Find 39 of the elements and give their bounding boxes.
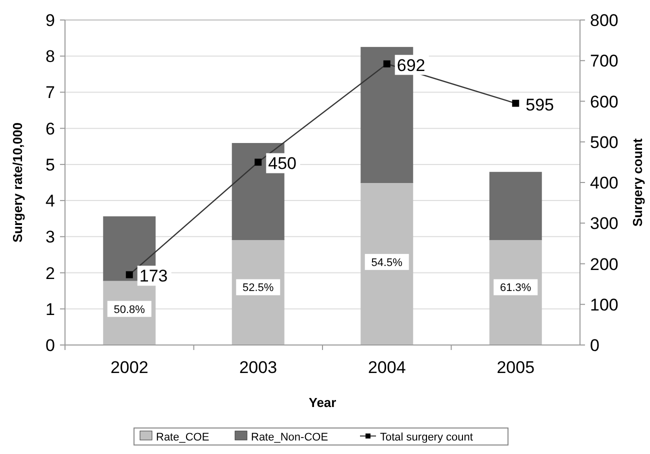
bar xyxy=(489,172,542,240)
y2-tick-label: 200 xyxy=(590,254,618,274)
y-tick-label: 1 xyxy=(46,300,55,319)
y-tick-label: 5 xyxy=(46,155,55,174)
x-tick-label: 2005 xyxy=(496,358,535,377)
y2-tick-label: 100 xyxy=(590,295,618,314)
data-label: 692 xyxy=(396,56,426,75)
y-tick-label: 8 xyxy=(46,47,55,66)
y2-tick-label: 400 xyxy=(590,174,618,192)
y2-tick-label: 600 xyxy=(590,92,618,112)
y-tick-label: 4 xyxy=(46,192,55,211)
annotation: 52.5% xyxy=(242,282,274,294)
y-tick-label: 2 xyxy=(46,264,55,283)
y2-tick-label: 500 xyxy=(590,132,618,152)
data-label: 173 xyxy=(139,266,168,286)
y2-tick-label: 800 xyxy=(590,11,618,30)
bar xyxy=(360,182,414,346)
y2-tick-label: 700 xyxy=(590,52,618,71)
y-tick-label: 6 xyxy=(46,119,55,138)
y2-tick-label: 300 xyxy=(590,214,618,234)
y-tick-label: 3 xyxy=(46,228,55,247)
y2-axis-title: Surgery count xyxy=(630,138,645,227)
data-label: 450 xyxy=(268,154,296,174)
annotation: 50.8% xyxy=(114,304,146,316)
legend-label: Rate_COE xyxy=(156,432,210,444)
annotation: 61.3% xyxy=(500,282,532,294)
y2-tick-label: 0 xyxy=(590,336,600,355)
y-tick-label: 9 xyxy=(46,11,55,30)
x-tick-label: 2004 xyxy=(368,358,406,377)
data-label: 595 xyxy=(526,95,554,114)
y-axis-title: Surgery rate/10,000 xyxy=(10,122,25,242)
x-tick-label: 2003 xyxy=(239,358,278,377)
x-axis-title: Year xyxy=(308,395,336,410)
y-tick-label: 0 xyxy=(46,336,55,355)
x-tick-label: 2002 xyxy=(110,358,148,377)
y-tick-label: 7 xyxy=(46,83,55,102)
annotation: 54.5% xyxy=(371,256,403,269)
legend-label: Total surgery count xyxy=(380,432,473,444)
legend-label: Rate_Non-COE xyxy=(251,432,328,444)
